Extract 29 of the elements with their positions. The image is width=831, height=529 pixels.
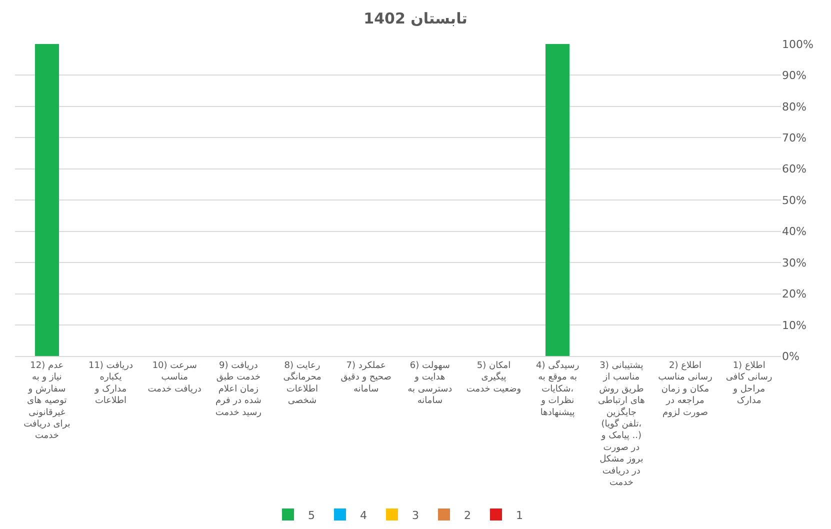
y-tick-label: 0% <box>782 350 800 364</box>
x-tick-label: 12) عدم نیاز و به سفارش و توصیه های غیرقانونی برای دریافت خدمت <box>24 361 70 442</box>
y-tick-label: 70% <box>782 132 806 145</box>
x-tick-label: 1) اطلاع رسانی کافی مراحل و مدارک <box>726 361 772 406</box>
x-tick-label: 6) سهولت هدایت و دسترسی به سامانه <box>408 361 452 406</box>
y-tick-label: 40% <box>782 225 806 238</box>
x-tick-label: 4) رسیدگی به موقع به شکایات، نظرات و پیشنهادها <box>536 359 580 418</box>
y-tick-label: 100% <box>782 38 814 51</box>
y-tick-label: 90% <box>782 69 806 82</box>
legend-label: 3 <box>412 508 419 522</box>
legend-label: 5 <box>308 508 315 522</box>
y-tick-label: 80% <box>782 100 806 114</box>
legend-label: 1 <box>516 508 523 522</box>
legend-label: 2 <box>464 508 471 522</box>
x-tick-label: 10) سرعت مناسب دریافت خدمت <box>148 361 202 394</box>
x-tick-label: 2) اطلاع رسانی مناسب مکان و زمان مراجعه در صورت لزوم <box>658 361 712 418</box>
x-tick-label: 11) دریافت یکباره مدارک و اطلاعات <box>88 361 134 406</box>
x-tick-label: 8) رعایت محرمانگی اطلاعات شخصی <box>283 361 322 406</box>
legend-label: 4 <box>360 508 367 522</box>
y-tick-label: 30% <box>782 256 806 270</box>
chart-title: تابستان 1402 <box>364 10 468 28</box>
y-tick-label: 60% <box>782 162 806 176</box>
y-tick-label: 50% <box>782 194 806 207</box>
category-label: 3) پشتیبانی مناسب از طریق روش های ارتباطی جایگزین (تلفن گویا، پیامک و ..) در صورت بروز مشکل در دریافت خدمت <box>598 361 645 488</box>
y-tick-label: 20% <box>782 288 806 301</box>
y-tick-label: 10% <box>782 318 806 332</box>
x-tick-label: 7) عملکرد صحیح و دقیق سامانه <box>340 361 392 394</box>
x-tick-label: 5) امکان پیگیری وضعیت خدمت <box>466 361 522 394</box>
x-tick-label: 9) دریافت خدمت طبق زمان اعلام شده در فرم رسید خدمت <box>215 361 262 418</box>
